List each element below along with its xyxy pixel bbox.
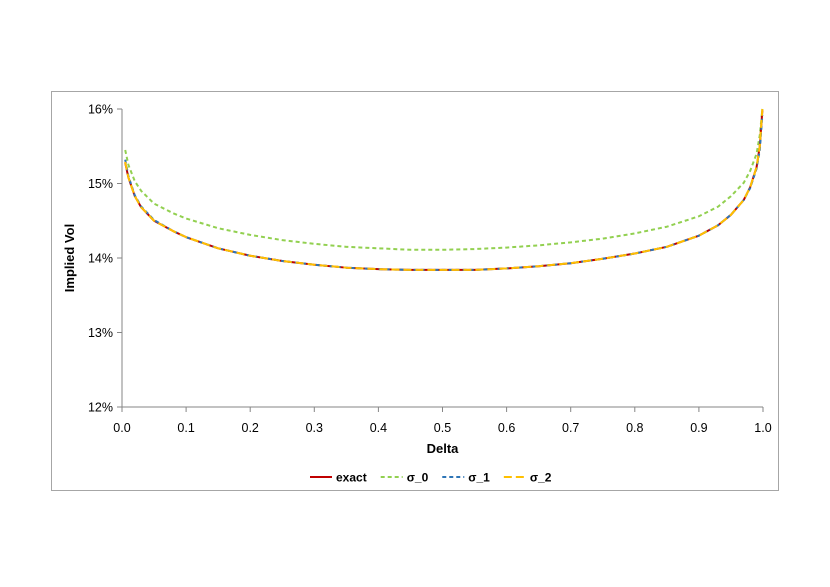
x-axis-title: Delta [427,441,460,456]
y-tick-label: 13% [88,326,113,340]
axes [121,109,763,408]
y-tick-label: 12% [88,401,113,415]
legend-label: σ_0 [407,471,429,485]
legend: exact σ_0 σ_1 σ_2 [310,471,552,485]
series-lines [124,108,764,271]
chart-svg: 12% 13% 14% 15% 16% 0.0 0.1 0.2 0.3 0.4 0.5 0.6 0.7 0… [62,103,772,485]
series-line-1 [124,108,764,251]
x-tick-label: 0.1 [177,421,194,435]
y-tick-label: 15% [88,177,113,191]
chart-frame: 12% 13% 14% 15% 16% 0.0 0.1 0.2 0.3 0.4 0.5 0.6 0.7 0… [51,91,779,491]
y-axis-title: Implied Vol [62,224,77,292]
x-tick-label: 0.4 [370,421,387,435]
x-tick-label: 0.7 [562,421,579,435]
x-tick-label: 0.3 [306,421,323,435]
x-tick-label: 0.9 [690,421,707,435]
series-line-3 [124,108,764,271]
x-tick-label: 0.6 [498,421,515,435]
x-tick-label: 1.0 [754,421,771,435]
y-tick-label: 16% [88,103,113,117]
y-tick-label: 14% [88,252,113,266]
ticks: 12% 13% 14% 15% 16% 0.0 0.1 0.2 0.3 0.4 0.5 0.6 0.7 0… [88,103,772,436]
legend-label: exact [336,471,367,485]
legend-label: σ_1 [468,471,490,485]
x-tick-label: 0.0 [113,421,130,435]
legend-label: σ_2 [530,471,552,485]
x-tick-label: 0.2 [242,421,259,435]
x-tick-label: 0.5 [434,421,451,435]
x-tick-label: 0.8 [626,421,643,435]
